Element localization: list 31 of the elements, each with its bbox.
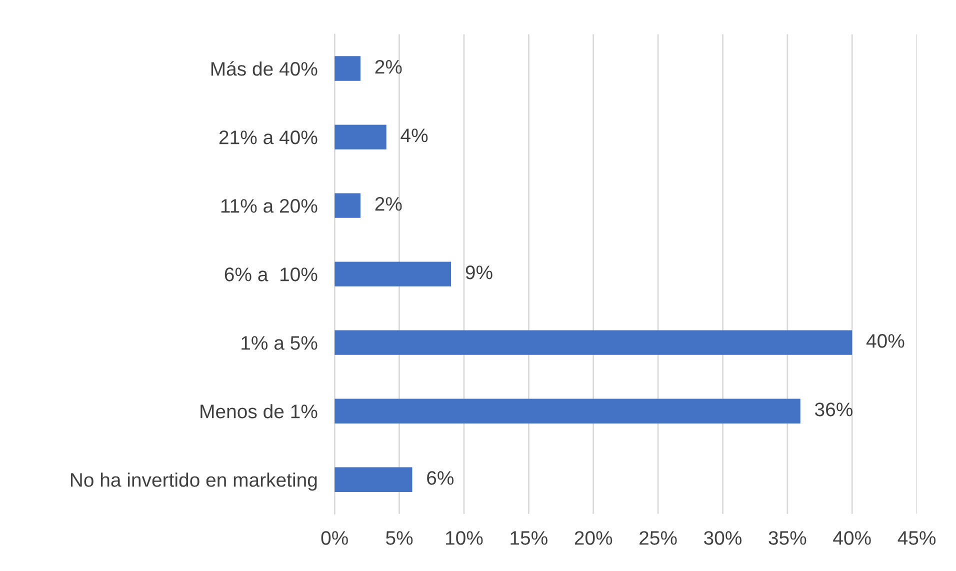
y-tick-label: Más de 40% xyxy=(211,61,318,76)
x-tick-label: 25% xyxy=(640,531,677,545)
bar xyxy=(334,398,800,424)
y-tick-label: 21% a 40% xyxy=(219,130,318,144)
data-label: 2% xyxy=(375,60,402,74)
y-tick-label: 11% a 20% xyxy=(221,199,318,213)
x-tick-label: 10% xyxy=(446,531,483,545)
y-tick-label: No ha invertido en marketing xyxy=(70,472,317,491)
data-label: 9% xyxy=(466,266,492,280)
x-tick-label: 5% xyxy=(386,531,413,545)
bar xyxy=(334,467,412,492)
x-tick-label: 40% xyxy=(833,531,871,545)
x-tick-label: 45% xyxy=(898,531,936,545)
bar xyxy=(334,193,360,218)
bar xyxy=(334,262,452,286)
data-label: 40% xyxy=(866,334,904,348)
y-tick-label: 6% a 10% xyxy=(224,268,318,282)
x-tick-label: 0% xyxy=(321,531,348,545)
data-label: 4% xyxy=(400,128,428,142)
x-tick-label: 15% xyxy=(510,531,548,545)
x-tick-label: 20% xyxy=(574,531,612,545)
x-tick-label: 35% xyxy=(768,531,806,545)
bar xyxy=(334,330,852,355)
data-label: 6% xyxy=(427,471,454,485)
y-tick-label: 1% a 5% xyxy=(242,336,318,350)
bar xyxy=(334,124,386,150)
data-label: 36% xyxy=(814,402,852,416)
bar xyxy=(334,56,360,81)
data-label: 2% xyxy=(375,197,402,211)
x-tick-label: 30% xyxy=(704,531,742,545)
y-tick-label: Menos de 1% xyxy=(200,404,318,418)
